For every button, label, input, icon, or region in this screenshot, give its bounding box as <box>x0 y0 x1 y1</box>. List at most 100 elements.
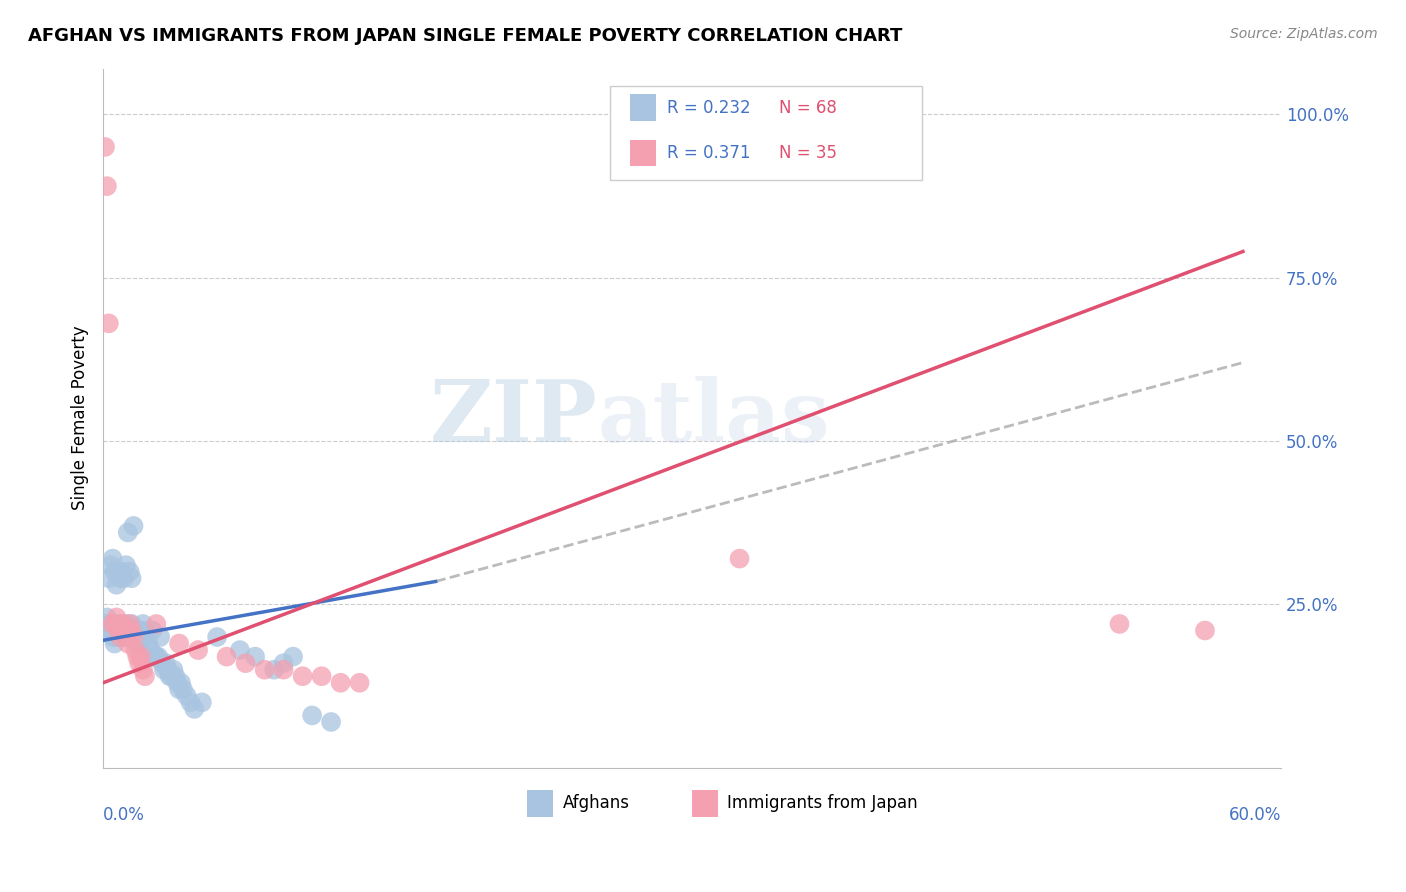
Point <box>117 624 139 638</box>
Point <box>105 630 128 644</box>
Point <box>329 675 352 690</box>
Point <box>138 636 160 650</box>
Point <box>145 649 167 664</box>
Point <box>145 616 167 631</box>
Point <box>235 656 257 670</box>
Point <box>127 636 149 650</box>
Bar <box>692 790 718 817</box>
Point <box>118 630 141 644</box>
Text: R = 0.232: R = 0.232 <box>668 99 751 117</box>
Point <box>141 624 163 638</box>
Point <box>111 565 134 579</box>
Point <box>148 649 170 664</box>
Point <box>94 616 117 631</box>
Point <box>124 630 146 644</box>
Point <box>135 630 157 644</box>
Point <box>122 624 145 638</box>
Text: 0.0%: 0.0% <box>103 806 145 824</box>
Point <box>110 571 132 585</box>
Point <box>101 551 124 566</box>
Point <box>263 663 285 677</box>
Text: Afghans: Afghans <box>562 795 630 813</box>
Point <box>349 675 371 690</box>
Point <box>122 630 145 644</box>
Point <box>112 630 135 644</box>
Point <box>97 624 120 638</box>
Text: N = 68: N = 68 <box>779 99 837 117</box>
Text: Immigrants from Japan: Immigrants from Japan <box>727 795 918 813</box>
Point <box>291 669 314 683</box>
Point <box>205 630 228 644</box>
Point <box>273 656 295 670</box>
Point <box>149 630 172 644</box>
Point <box>319 714 342 729</box>
Point <box>311 669 333 683</box>
Point <box>134 624 156 638</box>
Point <box>281 649 304 664</box>
Point <box>167 682 190 697</box>
Point <box>229 643 252 657</box>
Point <box>127 649 149 664</box>
Point <box>111 616 134 631</box>
Point <box>97 317 120 331</box>
Point <box>121 616 143 631</box>
Text: 60.0%: 60.0% <box>1229 806 1281 824</box>
Text: N = 35: N = 35 <box>779 145 837 162</box>
Point <box>112 624 135 638</box>
Bar <box>630 95 655 121</box>
Point <box>101 630 124 644</box>
Point <box>132 616 155 631</box>
Point <box>112 571 135 585</box>
Point <box>124 643 146 657</box>
Bar <box>527 790 553 817</box>
Point <box>121 624 143 638</box>
Point <box>100 558 122 573</box>
Point <box>153 663 176 677</box>
Point <box>128 656 150 670</box>
Point <box>117 525 139 540</box>
Point <box>100 616 122 631</box>
Point <box>107 565 129 579</box>
Point <box>101 616 124 631</box>
Text: atlas: atlas <box>598 376 831 460</box>
Point <box>128 624 150 638</box>
Point <box>103 616 125 631</box>
Point <box>103 636 125 650</box>
Text: Source: ZipAtlas.com: Source: ZipAtlas.com <box>1230 27 1378 41</box>
Point <box>1194 624 1216 638</box>
Y-axis label: Single Female Poverty: Single Female Poverty <box>72 326 89 510</box>
Point <box>115 630 138 644</box>
Point <box>139 643 162 657</box>
Point <box>172 682 194 697</box>
Text: AFGHAN VS IMMIGRANTS FROM JAPAN SINGLE FEMALE POVERTY CORRELATION CHART: AFGHAN VS IMMIGRANTS FROM JAPAN SINGLE F… <box>28 27 903 45</box>
Point <box>143 649 166 664</box>
Point <box>253 663 276 677</box>
Point <box>170 675 193 690</box>
Point <box>96 610 118 624</box>
Text: R = 0.371: R = 0.371 <box>668 145 751 162</box>
Point <box>118 616 141 631</box>
Point <box>160 669 183 683</box>
Point <box>111 624 134 638</box>
Point <box>134 669 156 683</box>
Point <box>107 624 129 638</box>
Text: ZIP: ZIP <box>430 376 598 460</box>
Point <box>183 702 205 716</box>
Point <box>156 663 179 677</box>
Point <box>165 669 187 683</box>
Point <box>166 675 188 690</box>
Point <box>155 656 177 670</box>
Point <box>162 663 184 677</box>
FancyBboxPatch shape <box>610 86 922 180</box>
Point <box>94 140 117 154</box>
Point <box>191 695 214 709</box>
Point <box>105 610 128 624</box>
Point <box>129 630 152 644</box>
Point <box>180 695 202 709</box>
Point <box>243 649 266 664</box>
Point <box>115 616 138 631</box>
Point <box>110 616 132 631</box>
Point <box>129 649 152 664</box>
Point <box>167 636 190 650</box>
Point <box>728 551 751 566</box>
